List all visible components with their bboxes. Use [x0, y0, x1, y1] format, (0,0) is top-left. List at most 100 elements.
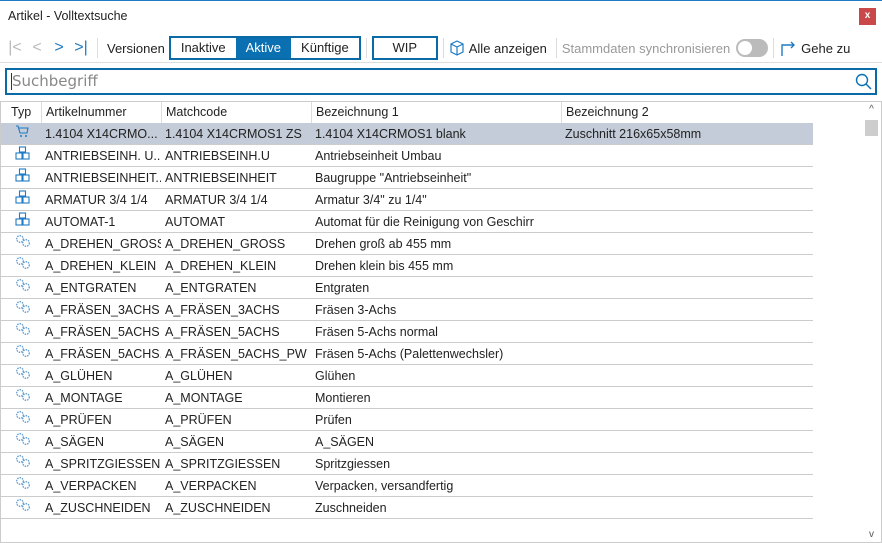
cell-bezeichnung-1: Drehen klein bis 455 mm [315, 259, 454, 273]
cell-bezeichnung-2 [561, 233, 813, 254]
cell-artikelnummer: ANTRIEBSEINHEIT... [45, 171, 161, 185]
column-header-bezeichnung-2[interactable]: Bezeichnung 2 [561, 102, 813, 123]
cell-bezeichnung-2 [561, 145, 813, 166]
window-title: Artikel - Volltextsuche [8, 9, 128, 23]
table-row[interactable]: A_FRÄSEN_5ACHS... A_FRÄSEN_5ACHS_PW Fräs… [1, 343, 813, 365]
scrollbar-thumb[interactable] [865, 120, 878, 136]
table-row[interactable]: 1.4104 X14CRMO... 1.4104 X14CRMOS1 ZS 1.… [1, 123, 813, 145]
gears-icon [1, 431, 41, 452]
table-row[interactable]: A_DREHEN_KLEIN A_DREHEN_KLEIN Drehen kle… [1, 255, 813, 277]
cell-bezeichnung-1: Fräsen 5-Achs normal [315, 325, 438, 339]
cell-matchcode: A_ENTGRATEN [165, 281, 257, 295]
table-row[interactable]: ANTRIEBSEINH. U... ANTRIEBSEINH.U Antrie… [1, 145, 813, 167]
assembly-icon [1, 211, 41, 232]
cell-matchcode: A_GLÜHEN [165, 369, 233, 383]
cell-matchcode: 1.4104 X14CRMOS1 ZS [165, 127, 302, 141]
cell-bezeichnung-1: Armatur 3/4" zu 1/4" [315, 193, 427, 207]
cell-artikelnummer: A_FRÄSEN_5ACHS... [45, 347, 161, 361]
first-icon[interactable]: |< [8, 39, 22, 56]
inactive-button[interactable]: Inaktive [180, 40, 226, 55]
cell-artikelnummer: A_FRÄSEN_3ACHS [45, 303, 160, 317]
previous-icon[interactable]: < [32, 39, 42, 56]
grid-header: Typ Artikelnummer Matchcode Bezeichnung … [1, 102, 861, 123]
active-button[interactable]: Aktive [235, 38, 292, 58]
cell-artikelnummer: A_VERPACKEN [45, 479, 137, 493]
cell-matchcode: A_SÄGEN [165, 435, 225, 449]
column-header-typ[interactable]: Typ [11, 105, 32, 119]
gears-icon [1, 453, 41, 474]
cell-bezeichnung-1: Fräsen 3-Achs [315, 303, 397, 317]
scroll-up-icon[interactable]: ^ [869, 104, 874, 115]
divider [97, 38, 98, 58]
table-row[interactable]: A_ZUSCHNEIDEN A_ZUSCHNEIDEN Zuschneiden [1, 497, 813, 519]
table-row[interactable]: ANTRIEBSEINHEIT... ANTRIEBSEINHEIT Baugr… [1, 167, 813, 189]
cell-bezeichnung-2 [561, 277, 813, 298]
table-row[interactable]: A_SPRITZGIESSEN A_SPRITZGIESSEN Spritzgi… [1, 453, 813, 475]
assembly-icon [1, 189, 41, 210]
cell-bezeichnung-1: Zuschneiden [315, 501, 387, 515]
table-row[interactable]: A_FRÄSEN_3ACHS A_FRÄSEN_3ACHS Fräsen 3-A… [1, 299, 813, 321]
table-row[interactable]: A_PRÜFEN A_PRÜFEN Prüfen [1, 409, 813, 431]
cell-matchcode: AUTOMAT [165, 215, 225, 229]
table-row[interactable]: A_DREHEN_GROSS A_DREHEN_GROSS Drehen gro… [1, 233, 813, 255]
sync-label: Stammdaten synchronisieren [561, 40, 731, 56]
cell-bezeichnung-2 [561, 497, 813, 518]
results-grid: Typ Artikelnummer Matchcode Bezeichnung … [0, 101, 882, 543]
column-header-matchcode[interactable]: Matchcode [161, 102, 311, 123]
gears-icon [1, 475, 41, 496]
table-row[interactable]: A_MONTAGE A_MONTAGE Montieren [1, 387, 813, 409]
assembly-icon [1, 167, 41, 188]
cell-bezeichnung-2 [561, 211, 813, 232]
table-row[interactable]: A_SÄGEN A_SÄGEN A_SÄGEN [1, 431, 813, 453]
table-row[interactable]: A_ENTGRATEN A_ENTGRATEN Entgraten [1, 277, 813, 299]
cell-bezeichnung-2 [561, 167, 813, 188]
cell-matchcode: A_MONTAGE [165, 391, 243, 405]
column-header-bezeichnung-1[interactable]: Bezeichnung 1 [311, 102, 561, 123]
gears-icon [1, 365, 41, 386]
table-row[interactable]: ARMATUR 3/4 1/4 ARMATUR 3/4 1/4 Armatur … [1, 189, 813, 211]
cell-artikelnummer: ANTRIEBSEINH. U... [45, 149, 161, 163]
versions-label: Versionen [107, 40, 165, 56]
goto-arrow-icon [781, 41, 796, 56]
cell-bezeichnung-1: 1.4104 X14CRMOS1 blank [315, 127, 466, 141]
cell-bezeichnung-1: Baugruppe "Antriebseinheit" [315, 171, 472, 185]
table-row[interactable]: A_GLÜHEN A_GLÜHEN Glühen [1, 365, 813, 387]
gears-icon [1, 299, 41, 320]
gears-icon [1, 233, 41, 254]
cell-bezeichnung-1: Montieren [315, 391, 371, 405]
cell-bezeichnung-1: Spritzgiessen [315, 457, 391, 471]
cell-artikelnummer: A_FRÄSEN_5ACHS [45, 325, 160, 339]
cell-bezeichnung-2 [561, 387, 813, 408]
wip-button[interactable]: WIP [371, 36, 438, 60]
search-icon[interactable] [854, 73, 872, 91]
table-row[interactable]: A_VERPACKEN A_VERPACKEN Verpacken, versa… [1, 475, 813, 497]
show-all-button[interactable]: Alle anzeigen [468, 40, 547, 56]
table-row[interactable]: AUTOMAT-1 AUTOMAT Automat für die Reinig… [1, 211, 813, 233]
cell-bezeichnung-2 [561, 299, 813, 320]
cell-matchcode: A_FRÄSEN_5ACHS_PW [165, 347, 307, 361]
divider [555, 38, 557, 58]
vertical-scrollbar[interactable]: ^ v [862, 102, 881, 542]
cell-bezeichnung-1: Entgraten [315, 281, 370, 295]
cell-matchcode: A_FRÄSEN_3ACHS [165, 303, 280, 317]
goto-button[interactable]: Gehe zu [801, 40, 851, 56]
next-icon[interactable]: > [54, 39, 64, 56]
cell-artikelnummer: ARMATUR 3/4 1/4 [45, 193, 148, 207]
future-button[interactable]: Künftige [301, 40, 349, 55]
sync-toggle[interactable] [736, 39, 769, 57]
gears-icon [1, 497, 41, 518]
column-header-artikelnummer[interactable]: Artikelnummer [41, 102, 161, 123]
version-filter: Inaktive Aktive Künftige [168, 36, 361, 60]
scroll-down-icon[interactable]: v [869, 529, 874, 540]
cell-matchcode: A_PRÜFEN [165, 413, 232, 427]
cell-bezeichnung-2 [561, 475, 813, 496]
cell-bezeichnung-1: Automat für die Reinigung von Geschirr [315, 215, 534, 229]
cell-artikelnummer: A_ZUSCHNEIDEN [45, 501, 151, 515]
close-button[interactable]: x [859, 8, 876, 25]
search-input[interactable]: Suchbegriff [5, 68, 877, 95]
cell-artikelnummer: A_SÄGEN [45, 435, 105, 449]
cell-matchcode: ANTRIEBSEINHEIT [165, 171, 277, 185]
cell-artikelnummer: A_DREHEN_GROSS [45, 237, 161, 251]
table-row[interactable]: A_FRÄSEN_5ACHS A_FRÄSEN_5ACHS Fräsen 5-A… [1, 321, 813, 343]
last-icon[interactable]: >| [74, 39, 88, 56]
